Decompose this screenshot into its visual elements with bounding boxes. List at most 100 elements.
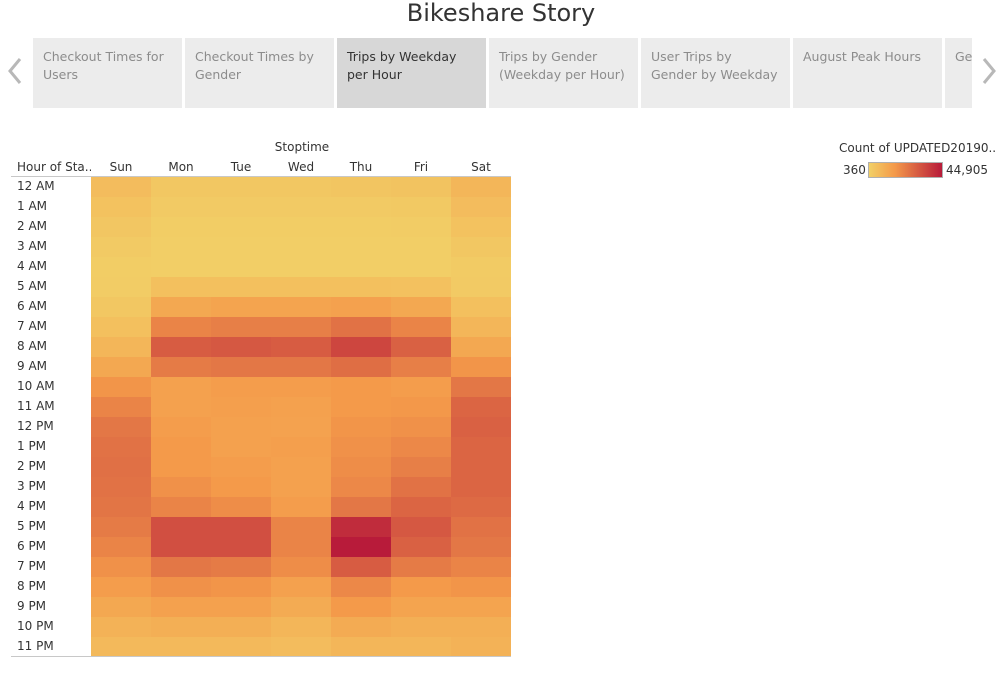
heatmap-cell[interactable] (391, 497, 451, 517)
heatmap-cell[interactable] (91, 337, 151, 357)
heatmap-cell[interactable] (391, 397, 451, 417)
tab-trips-by-weekday-per-hour[interactable]: Trips by Weekday per Hour (337, 38, 486, 108)
heatmap-cell[interactable] (391, 537, 451, 557)
heatmap-cell[interactable] (271, 537, 331, 557)
heatmap-cell[interactable] (391, 617, 451, 637)
heatmap-cell[interactable] (91, 317, 151, 337)
heatmap-cell[interactable] (451, 277, 511, 297)
heatmap-cell[interactable] (271, 437, 331, 457)
heatmap-cell[interactable] (451, 617, 511, 637)
heatmap-cell[interactable] (391, 357, 451, 377)
heatmap-cell[interactable] (151, 477, 211, 497)
heatmap-cell[interactable] (91, 297, 151, 317)
heatmap-cell[interactable] (151, 437, 211, 457)
heatmap-cell[interactable] (91, 257, 151, 277)
heatmap-cell[interactable] (451, 577, 511, 597)
heatmap-cell[interactable] (91, 597, 151, 617)
heatmap-cell[interactable] (331, 577, 391, 597)
heatmap-cell[interactable] (91, 237, 151, 257)
heatmap-cell[interactable] (451, 197, 511, 217)
heatmap-cell[interactable] (391, 297, 451, 317)
heatmap-cell[interactable] (271, 357, 331, 377)
heatmap-cell[interactable] (151, 617, 211, 637)
heatmap-cell[interactable] (271, 197, 331, 217)
heatmap-cell[interactable] (151, 377, 211, 397)
heatmap-cell[interactable] (451, 457, 511, 477)
heatmap-cell[interactable] (271, 177, 331, 197)
heatmap-cell[interactable] (91, 197, 151, 217)
heatmap-cell[interactable] (391, 457, 451, 477)
heatmap-cell[interactable] (151, 517, 211, 537)
heatmap-cell[interactable] (211, 557, 271, 577)
heatmap-cell[interactable] (211, 357, 271, 377)
heatmap-cell[interactable] (151, 177, 211, 197)
tab-august-peak-hours[interactable]: August Peak Hours (793, 38, 942, 108)
heatmap-cell[interactable] (271, 377, 331, 397)
heatmap-cell[interactable] (271, 317, 331, 337)
heatmap-cell[interactable] (151, 237, 211, 257)
heatmap-cell[interactable] (151, 537, 211, 557)
heatmap-cell[interactable] (391, 277, 451, 297)
heatmap-cell[interactable] (211, 597, 271, 617)
heatmap-cell[interactable] (391, 557, 451, 577)
heatmap-cell[interactable] (211, 577, 271, 597)
heatmap-cell[interactable] (331, 297, 391, 317)
heatmap-cell[interactable] (451, 537, 511, 557)
heatmap-cell[interactable] (151, 277, 211, 297)
heatmap-cell[interactable] (271, 297, 331, 317)
heatmap-cell[interactable] (391, 597, 451, 617)
heatmap-cell[interactable] (91, 377, 151, 397)
heatmap-cell[interactable] (271, 597, 331, 617)
heatmap-cell[interactable] (271, 417, 331, 437)
heatmap-cell[interactable] (451, 397, 511, 417)
heatmap-cell[interactable] (91, 537, 151, 557)
heatmap-cell[interactable] (391, 317, 451, 337)
tab-gen[interactable]: Gen (945, 38, 972, 108)
tab-user-trips-by-gender-by-weekday[interactable]: User Trips by Gender by Weekday (641, 38, 790, 108)
heatmap-cell[interactable] (91, 637, 151, 656)
heatmap-cell[interactable] (331, 377, 391, 397)
heatmap-cell[interactable] (211, 637, 271, 656)
heatmap-cell[interactable] (211, 337, 271, 357)
heatmap-cell[interactable] (271, 517, 331, 537)
heatmap-cell[interactable] (451, 357, 511, 377)
heatmap-cell[interactable] (451, 437, 511, 457)
heatmap-cell[interactable] (151, 397, 211, 417)
heatmap-cell[interactable] (271, 217, 331, 237)
heatmap-cell[interactable] (331, 317, 391, 337)
heatmap-cell[interactable] (271, 277, 331, 297)
heatmap-cell[interactable] (151, 637, 211, 656)
heatmap-cell[interactable] (151, 597, 211, 617)
heatmap-cell[interactable] (391, 437, 451, 457)
heatmap-cell[interactable] (331, 237, 391, 257)
heatmap-cell[interactable] (211, 517, 271, 537)
heatmap-cell[interactable] (331, 457, 391, 477)
heatmap-cell[interactable] (451, 177, 511, 197)
heatmap-cell[interactable] (331, 177, 391, 197)
heatmap-cell[interactable] (451, 597, 511, 617)
chevron-right-icon[interactable] (979, 56, 999, 88)
heatmap-cell[interactable] (331, 417, 391, 437)
heatmap-cell[interactable] (211, 457, 271, 477)
heatmap-cell[interactable] (151, 197, 211, 217)
heatmap-cell[interactable] (451, 517, 511, 537)
heatmap-cell[interactable] (331, 337, 391, 357)
heatmap-cell[interactable] (391, 517, 451, 537)
heatmap-cell[interactable] (91, 177, 151, 197)
heatmap-cell[interactable] (211, 257, 271, 277)
heatmap-cell[interactable] (451, 637, 511, 656)
heatmap-cell[interactable] (391, 417, 451, 437)
heatmap-cell[interactable] (211, 537, 271, 557)
heatmap-cell[interactable] (211, 397, 271, 417)
heatmap-cell[interactable] (331, 617, 391, 637)
heatmap-cell[interactable] (451, 217, 511, 237)
heatmap-cell[interactable] (451, 317, 511, 337)
heatmap-cell[interactable] (271, 397, 331, 417)
heatmap-cell[interactable] (151, 417, 211, 437)
heatmap-cell[interactable] (91, 437, 151, 457)
heatmap-cell[interactable] (331, 517, 391, 537)
heatmap-cell[interactable] (451, 257, 511, 277)
heatmap-cell[interactable] (331, 397, 391, 417)
heatmap-cell[interactable] (151, 457, 211, 477)
heatmap-cell[interactable] (91, 517, 151, 537)
